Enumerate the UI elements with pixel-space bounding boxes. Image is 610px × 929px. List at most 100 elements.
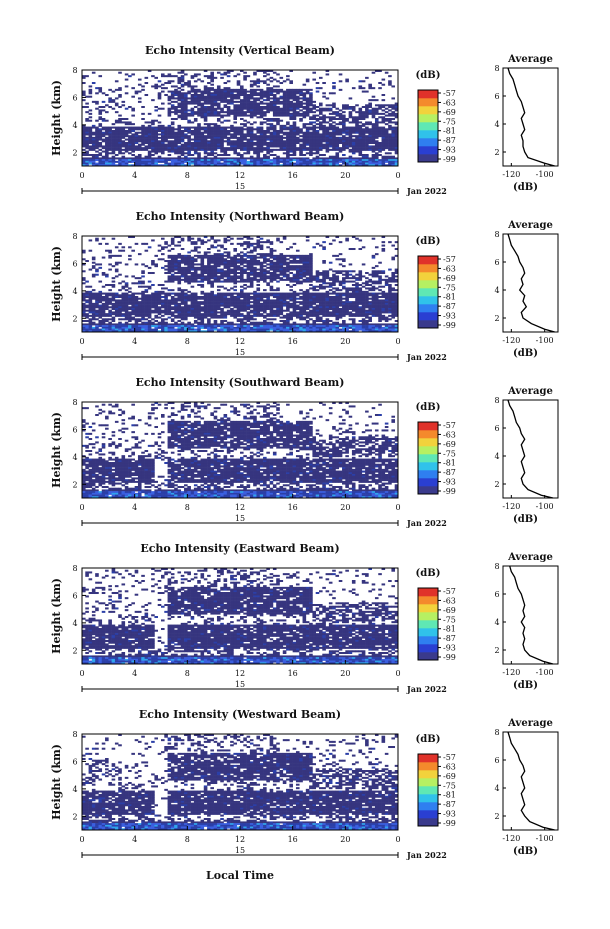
heatmap-cell [351, 119, 356, 122]
heatmap-cell [378, 130, 382, 133]
heatmap-cell [374, 157, 379, 160]
heatmap-cell [302, 162, 307, 165]
heatmap-cell [266, 106, 270, 109]
heatmap-cell [394, 106, 399, 109]
heatmap-cell [164, 148, 168, 151]
heatmap-cell [295, 278, 300, 281]
heatmap-cell [286, 147, 290, 150]
heatmap-cell [82, 138, 86, 141]
heatmap-cell [210, 270, 214, 273]
heatmap-cell [282, 107, 287, 110]
heatmap-cell [174, 164, 178, 167]
heatmap-cell [391, 114, 396, 117]
heatmap-cell [282, 301, 287, 304]
heatmap-cell [200, 261, 205, 264]
heatmap-cell [289, 246, 293, 249]
heatmap-cell [220, 116, 224, 119]
heatmap-cell [226, 253, 231, 256]
heatmap-cell [184, 111, 188, 114]
heatmap-cell [213, 130, 218, 133]
heatmap-cell [266, 272, 270, 275]
heatmap-cell [295, 268, 300, 271]
heatmap-cell [88, 299, 93, 302]
heatmap-cell [315, 270, 320, 273]
heatmap-cell [325, 272, 330, 275]
heatmap-cell [384, 159, 389, 162]
heatmap-cell [226, 148, 231, 151]
heatmap-cell [137, 280, 142, 283]
heatmap-cell [128, 287, 132, 290]
heatmap-cell [180, 275, 185, 278]
heatmap-cell [207, 133, 211, 136]
heatmap-cell [213, 260, 218, 263]
heatmap-cell [263, 114, 267, 117]
heatmap-cell [332, 145, 336, 148]
heatmap-cell [95, 100, 99, 103]
heatmap-cell [144, 242, 149, 245]
heatmap-cell [223, 258, 228, 261]
heatmap-cell [361, 292, 366, 295]
heatmap-cell [342, 148, 346, 151]
heatmap-cell [243, 272, 247, 275]
heatmap-cell [91, 133, 96, 136]
heatmap-cell [309, 142, 313, 145]
heatmap-cell [187, 109, 191, 112]
heatmap-cell [216, 162, 221, 165]
heatmap-cell [315, 157, 320, 160]
heatmap-cell [223, 90, 228, 93]
heatmap-cell [233, 75, 238, 78]
heatmap-cell [302, 123, 307, 126]
heatmap-cell [374, 155, 379, 158]
heatmap-cell [328, 119, 333, 122]
heatmap-cell [378, 301, 382, 304]
heatmap-cell [151, 296, 155, 299]
heatmap-cell [292, 299, 297, 302]
heatmap-cell [351, 126, 356, 129]
heatmap-cell [111, 138, 116, 141]
heatmap-cell [338, 131, 343, 134]
heatmap-cell [394, 109, 399, 112]
heatmap-cell [295, 275, 300, 278]
heatmap-cell [88, 145, 93, 148]
heatmap-cell [161, 136, 165, 139]
heatmap-cell [220, 299, 224, 302]
heatmap-cell [328, 277, 333, 280]
heatmap-cell [319, 302, 323, 305]
heatmap-cell [157, 296, 162, 299]
heatmap-cell [289, 102, 293, 105]
heatmap-cell [259, 294, 264, 297]
heatmap-cell [213, 88, 218, 91]
heatmap-cell [240, 136, 244, 139]
heatmap-cell [216, 104, 221, 107]
heatmap-cell [111, 123, 116, 126]
heatmap-cell [187, 135, 191, 138]
heatmap-cell [203, 100, 208, 103]
heatmap-cell [236, 302, 241, 305]
heatmap-cell [256, 273, 261, 276]
heatmap-cell [253, 100, 257, 103]
heatmap-cell [312, 124, 317, 127]
heatmap-cell [381, 159, 386, 162]
heatmap-cell [263, 148, 267, 151]
heatmap-cell [309, 97, 313, 100]
heatmap-cell [319, 147, 323, 150]
heatmap-cell [286, 90, 290, 93]
heatmap-cell [226, 107, 231, 110]
heatmap-cell [302, 256, 307, 259]
heatmap-cell [187, 92, 191, 95]
heatmap-cell [299, 265, 303, 268]
heatmap-cell [88, 112, 93, 115]
heatmap-cell [220, 150, 224, 153]
heatmap-cell [187, 100, 191, 103]
heatmap-cell [358, 284, 363, 287]
heatmap-cell [269, 109, 274, 112]
heatmap-cell [108, 164, 112, 167]
heatmap-cell [223, 272, 228, 275]
heatmap-cell [378, 70, 382, 73]
heatmap-cell [216, 92, 221, 95]
heatmap-cell [203, 70, 208, 73]
heatmap-cell [147, 272, 152, 275]
heatmap-cell [226, 106, 231, 109]
heatmap-cell [249, 143, 254, 146]
heatmap-cell [309, 287, 313, 290]
